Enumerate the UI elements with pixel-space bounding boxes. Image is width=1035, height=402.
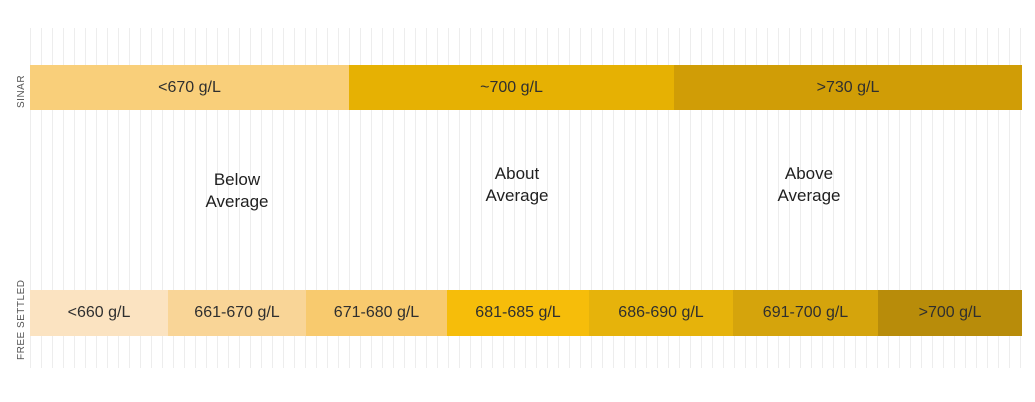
free-settled-band: <660 g/L 661-670 g/L 671-680 g/L 681-685…	[30, 290, 1022, 336]
category-line: About	[494, 164, 540, 183]
category-about-average: About Average	[447, 163, 587, 207]
category-below-average: Below Average	[167, 169, 307, 213]
free-settled-segment-2: 661-670 g/L	[168, 290, 306, 336]
sinar-segment-below: <670 g/L	[30, 65, 349, 110]
free-settled-segment-4: 681-685 g/L	[447, 290, 589, 336]
category-above-average: Above Average	[739, 163, 879, 207]
free-settled-segment-6: 691-700 g/L	[733, 290, 878, 336]
row-label-sinar: SINAR	[16, 74, 27, 108]
sinar-band: <670 g/L ~700 g/L >730 g/L	[30, 65, 1022, 110]
category-line: Average	[205, 192, 269, 211]
free-settled-segment-5: 686-690 g/L	[589, 290, 733, 336]
sinar-segment-above: >730 g/L	[674, 65, 1022, 110]
category-line: Below	[213, 170, 261, 189]
free-settled-segment-7: >700 g/L	[878, 290, 1022, 336]
free-settled-segment-3: 671-680 g/L	[306, 290, 447, 336]
row-label-free-settled: FREE SETTLED	[16, 279, 27, 360]
category-line: Average	[777, 186, 841, 205]
category-line: Average	[485, 186, 549, 205]
category-line: Above	[784, 164, 834, 183]
free-settled-segment-1: <660 g/L	[30, 290, 168, 336]
sinar-segment-about: ~700 g/L	[349, 65, 674, 110]
